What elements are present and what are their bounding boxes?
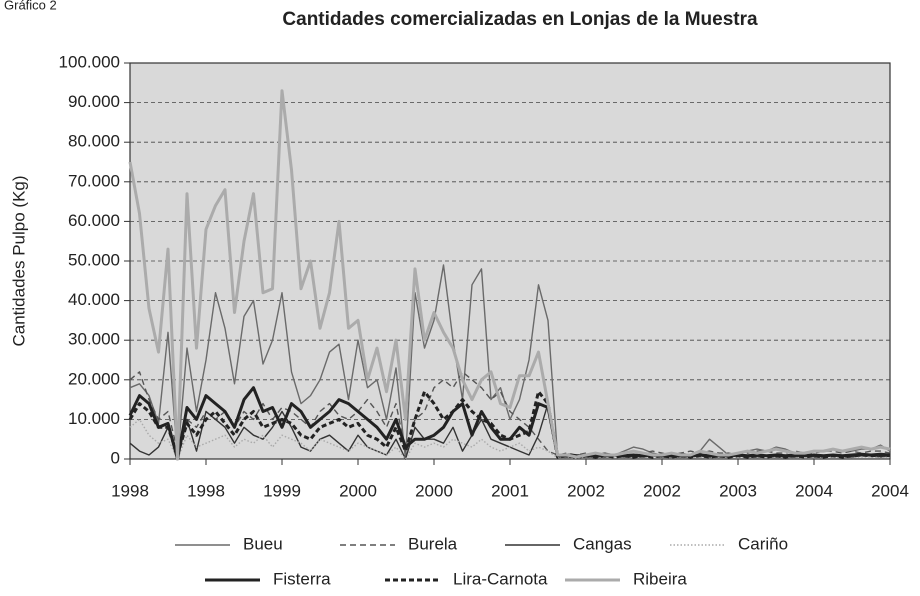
x-tick-label: 2001 (491, 481, 529, 500)
y-tick-label: 90.000 (68, 92, 120, 111)
series-line (128, 390, 891, 459)
y-tick-label: 50.000 (68, 250, 120, 269)
y-tick-label: 10.000 (68, 409, 120, 428)
x-tick-label: 2003 (719, 481, 757, 500)
x-tick-label: 2000 (339, 481, 377, 500)
series-line (128, 89, 891, 461)
y-tick-label: 80.000 (68, 132, 120, 151)
legend-label: Ribeira (633, 569, 687, 588)
y-tick-label: 70.000 (68, 171, 120, 190)
series-line (129, 418, 891, 460)
x-tick-label: 1999 (263, 481, 301, 500)
y-axis-label: Cantidades Pulpo (Kg) (9, 175, 28, 346)
x-tick-label: 2004 (795, 481, 833, 500)
caption: Gráfico 2 (4, 0, 57, 12)
y-tick-label: 30.000 (68, 330, 120, 349)
y-tick-label: 20.000 (68, 369, 120, 388)
y-tick-label: 0 (111, 448, 120, 467)
legend-label: Bueu (243, 534, 283, 553)
legend-label: Burela (408, 534, 458, 553)
legend-label: Fisterra (273, 569, 331, 588)
x-tick-label: 2000 (415, 481, 453, 500)
y-tick-label: 60.000 (68, 211, 120, 230)
y-tick-label: 40.000 (68, 290, 120, 309)
legend-label: Cariño (738, 534, 788, 553)
x-tick-label: 2002 (643, 481, 681, 500)
x-tick-label: 1998 (111, 481, 149, 500)
chart-title: Cantidades comercializadas en Lonjas de … (282, 9, 758, 30)
legend-label: Lira-Carnota (453, 569, 548, 588)
x-tick-label: 2002 (567, 481, 605, 500)
y-tick-label: 100.000 (59, 52, 120, 71)
legend-label: Cangas (573, 534, 632, 553)
x-tick-label: 2004 (871, 481, 909, 500)
x-tick-label: 1998 (187, 481, 225, 500)
